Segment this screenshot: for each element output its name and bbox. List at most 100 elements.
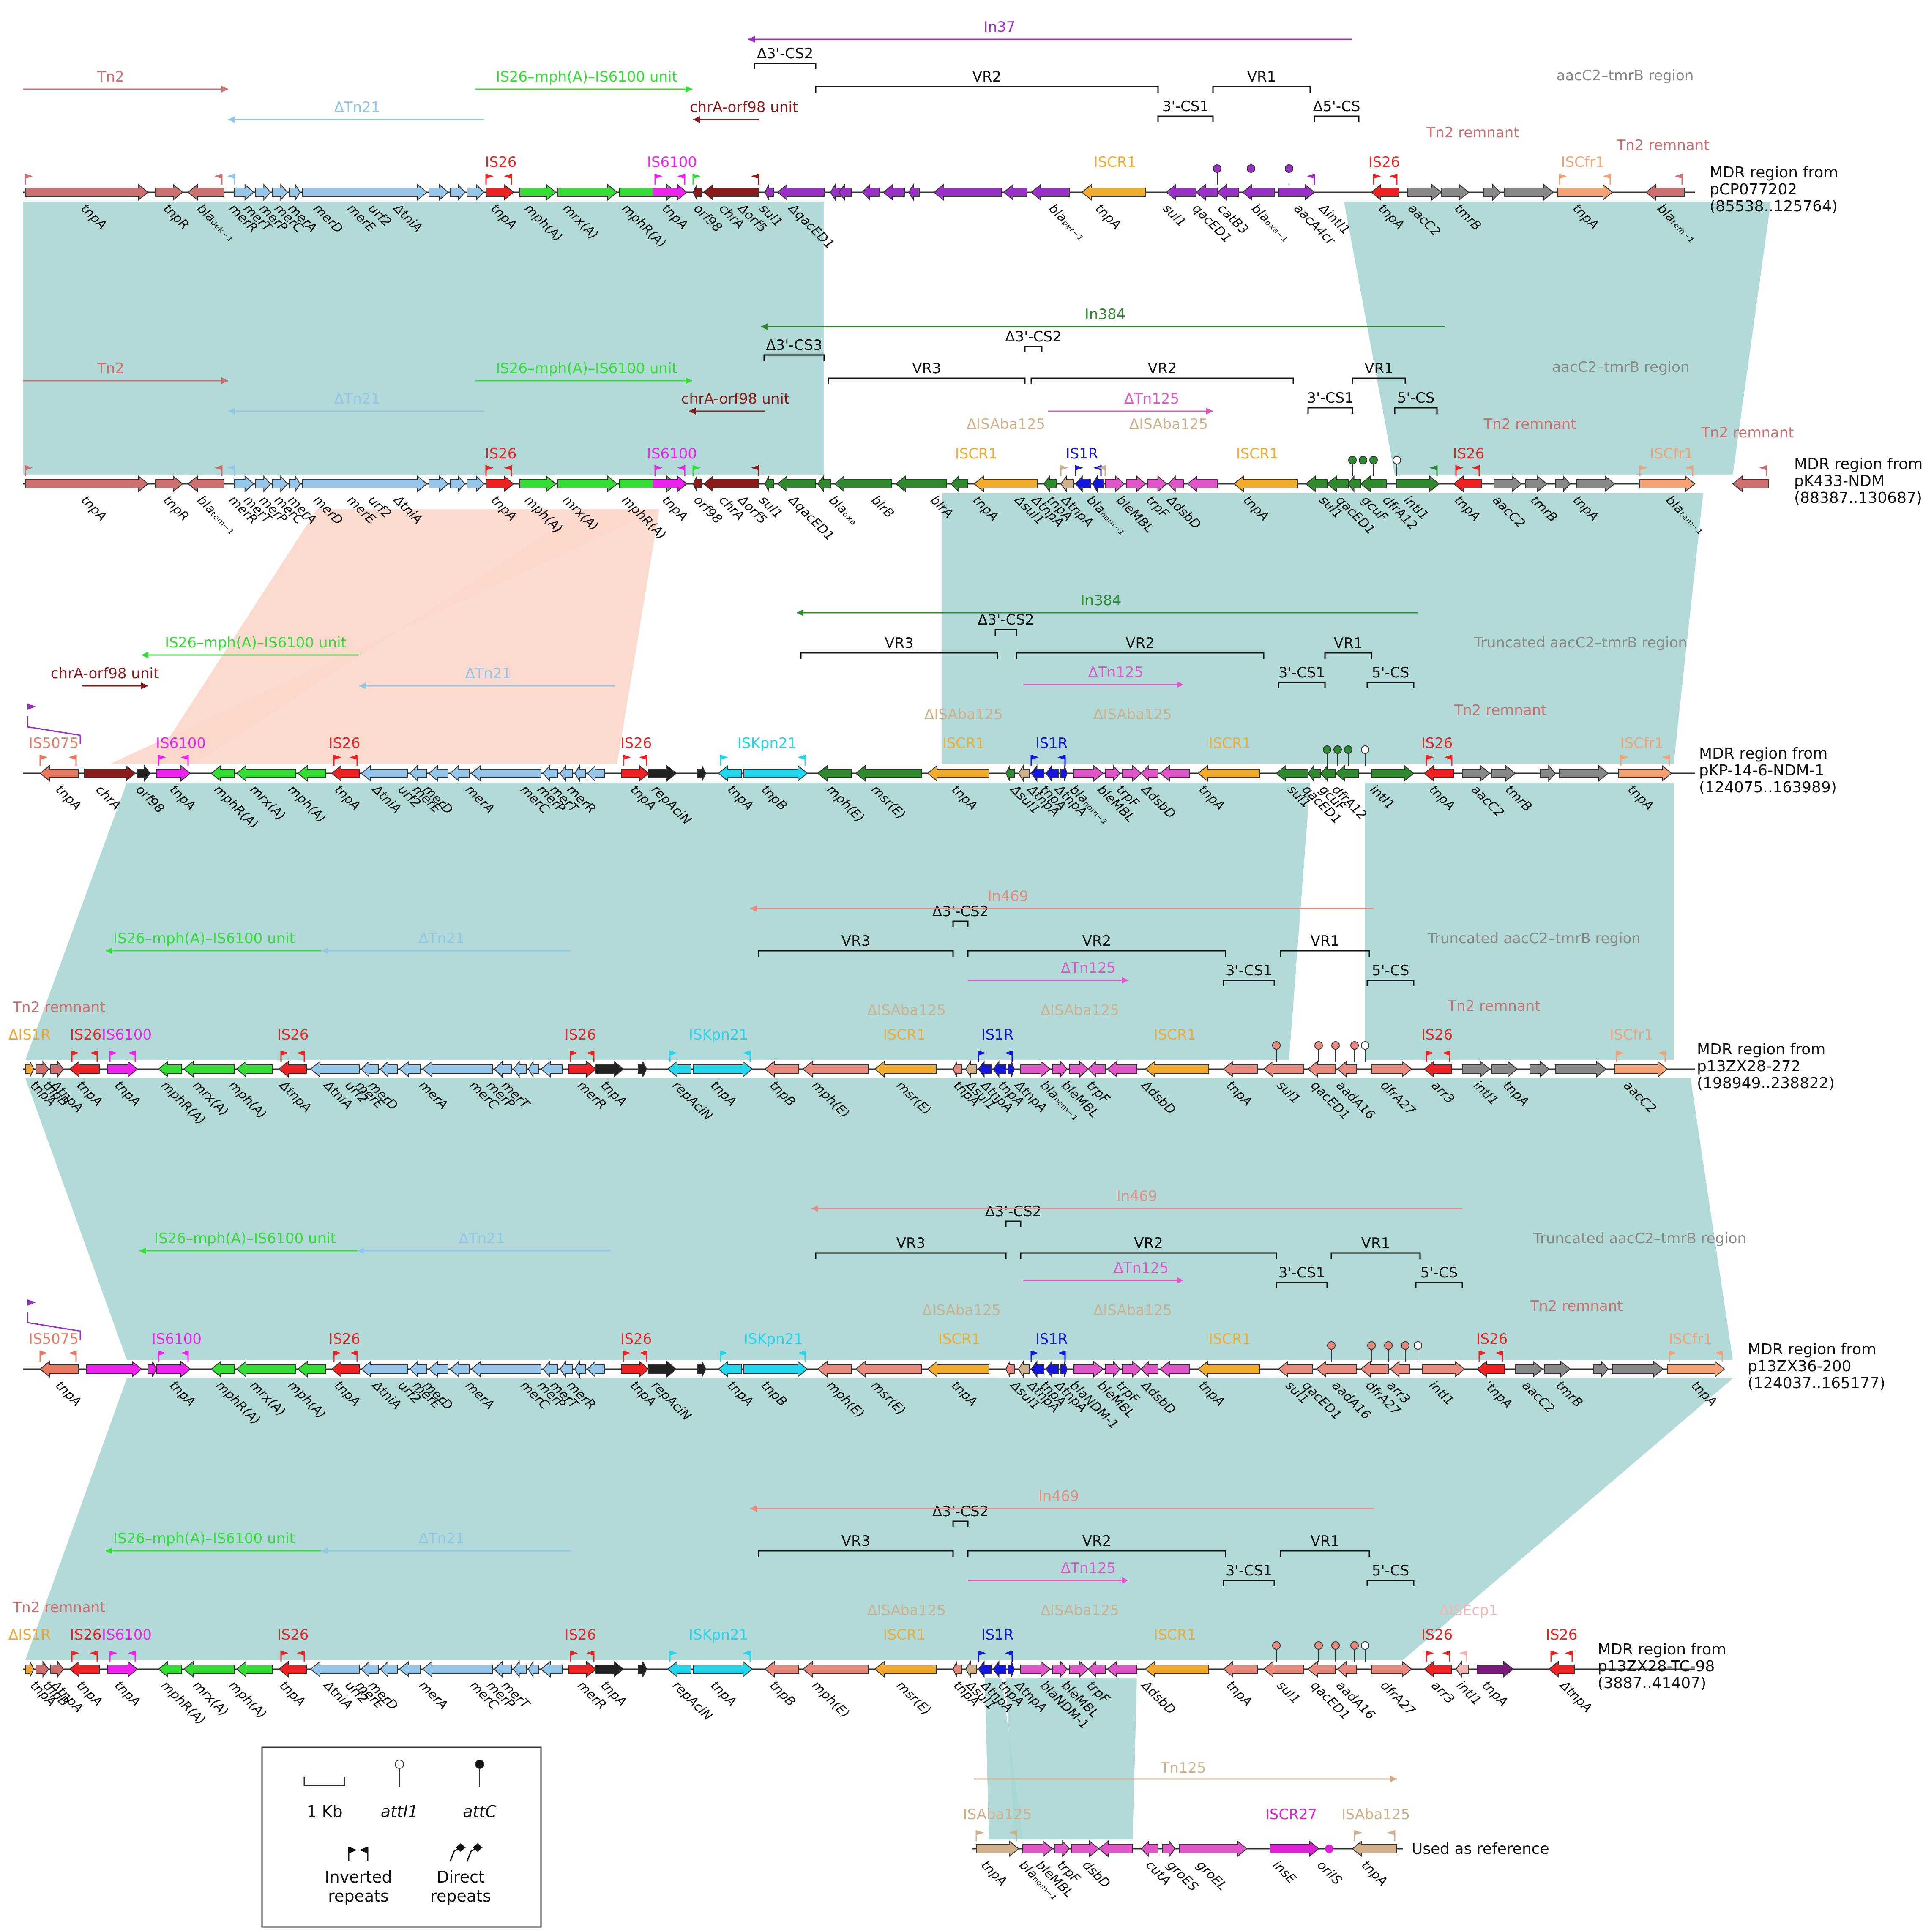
gene-label: orf98 bbox=[691, 493, 725, 527]
bracket-label: VR1 bbox=[1247, 68, 1276, 85]
region-bracket bbox=[1330, 1252, 1421, 1259]
gene-14 bbox=[557, 183, 618, 201]
gene-38 bbox=[1316, 1360, 1357, 1378]
region-bracket bbox=[967, 1550, 1226, 1557]
repeat-flag bbox=[751, 465, 759, 470]
element-label: ΔISAba125 bbox=[1041, 1602, 1119, 1619]
repeat-flag bbox=[40, 755, 48, 760]
region-bracket bbox=[1366, 682, 1415, 688]
homology-band-1-2-left bbox=[23, 202, 824, 475]
gene-44 bbox=[1544, 1360, 1571, 1378]
homology-band-3-4 bbox=[25, 783, 1310, 1060]
gene-31 bbox=[1126, 475, 1146, 493]
gene-26 bbox=[1005, 1361, 1015, 1377]
attC-site bbox=[1272, 1641, 1281, 1650]
element-label: ISAba125 bbox=[1341, 1806, 1410, 1823]
row-title-line: MDR region from bbox=[1710, 164, 1838, 181]
bracket-label: Δ3'-CS2 bbox=[932, 1503, 989, 1520]
arrowhead bbox=[689, 408, 696, 415]
repeat-flag bbox=[1442, 1051, 1450, 1056]
bracket-label: VR3 bbox=[912, 360, 941, 377]
gene-19 bbox=[648, 1360, 677, 1378]
element-label: IS26 bbox=[620, 735, 652, 752]
repeat-flag bbox=[504, 174, 511, 179]
gene-41 bbox=[1645, 183, 1685, 201]
gene-23 bbox=[693, 1660, 753, 1678]
repeat-flag bbox=[297, 1651, 304, 1656]
element-label: ΔTn21 bbox=[419, 930, 465, 947]
dr-diamond bbox=[456, 1843, 466, 1852]
attI1-label: attI1 bbox=[381, 1802, 418, 1821]
gene-20 bbox=[777, 183, 825, 201]
bracket-label: VR1 bbox=[1311, 1533, 1340, 1550]
repeat-flag bbox=[1076, 465, 1083, 470]
repeat-flag bbox=[1472, 465, 1479, 470]
gene-27 bbox=[1018, 764, 1030, 783]
gene-4 bbox=[69, 1660, 100, 1678]
gene-32 bbox=[1020, 1060, 1051, 1078]
gene-33 bbox=[1242, 183, 1275, 201]
repeat-flag bbox=[1005, 1651, 1012, 1656]
gene-29 bbox=[1081, 183, 1146, 201]
gene-18 bbox=[703, 475, 759, 493]
element-label: ΔISAba125 bbox=[967, 416, 1045, 433]
homology-band-5-6 bbox=[25, 1378, 1733, 1660]
gene-32 bbox=[1020, 1660, 1051, 1678]
gene-label: tnpB bbox=[767, 1678, 798, 1710]
gene-label: tnpA bbox=[52, 782, 84, 813]
element-label: IS6100 bbox=[647, 445, 697, 462]
repeat-flag bbox=[978, 1651, 986, 1656]
bracket-label: 3'-CS1 bbox=[1278, 1264, 1325, 1281]
bracket-label: VR2 bbox=[972, 68, 1002, 85]
gene-22 bbox=[834, 475, 892, 493]
gene-17 bbox=[527, 1060, 539, 1078]
gene-31 bbox=[1008, 1661, 1015, 1677]
element-label: ISCR27 bbox=[1265, 1806, 1317, 1823]
arrowhead bbox=[359, 682, 366, 689]
gene-12 bbox=[486, 475, 514, 493]
gene-31 bbox=[1195, 183, 1218, 201]
gene-label: tnpA bbox=[1092, 201, 1123, 232]
gene-45 bbox=[1593, 1360, 1609, 1378]
gene-11 bbox=[428, 1360, 448, 1378]
gene-label: tnpA bbox=[52, 1378, 84, 1409]
element-label: IS6100 bbox=[102, 1626, 152, 1643]
gene-label: ΔtnpA bbox=[1557, 1677, 1595, 1715]
gene-24 bbox=[882, 183, 905, 201]
attC-site bbox=[1348, 456, 1357, 464]
gene-13 bbox=[399, 1660, 421, 1678]
bracket-label: 3'-CS1 bbox=[1307, 390, 1353, 407]
gene-32 bbox=[1105, 764, 1121, 782]
repeat-flag bbox=[90, 1051, 97, 1056]
gene-12 bbox=[380, 1660, 398, 1678]
attC-symbol bbox=[475, 1760, 484, 1769]
gene-47 bbox=[1732, 475, 1769, 493]
element-label: aacC2–tmrB region bbox=[1552, 359, 1690, 376]
element-label: IS1R bbox=[981, 1626, 1014, 1643]
gene-36 bbox=[1106, 1060, 1137, 1078]
gene-14 bbox=[542, 1360, 558, 1378]
gene-39 bbox=[1263, 1660, 1304, 1678]
element-label: ΔTn125 bbox=[1124, 390, 1179, 407]
gene-41 bbox=[1422, 1360, 1465, 1378]
row-title-line: pKP-14-6-NDM-1 bbox=[1699, 762, 1825, 779]
gene-35 bbox=[1087, 1060, 1106, 1078]
gene-3 bbox=[50, 1660, 64, 1678]
gene-7 bbox=[297, 1360, 326, 1378]
repeat-flag bbox=[639, 1351, 647, 1356]
region-bracket bbox=[815, 86, 1159, 93]
element-label: IS26 bbox=[620, 1331, 652, 1348]
repeat-flag bbox=[623, 755, 631, 760]
bracket-label: Δ3'-CS2 bbox=[978, 611, 1034, 628]
gene-23 bbox=[817, 764, 852, 782]
repeat-flag bbox=[1640, 465, 1647, 470]
ref-gene-1 bbox=[976, 1840, 1019, 1858]
gene-3 bbox=[50, 1060, 64, 1078]
element-label: IS1R bbox=[1035, 735, 1068, 752]
region-bracket bbox=[1314, 115, 1360, 122]
attI1-site bbox=[1414, 1341, 1422, 1350]
repeat-flag bbox=[1658, 1051, 1665, 1056]
repeat-flag bbox=[1031, 755, 1039, 760]
repeat-flag bbox=[1009, 1830, 1016, 1835]
